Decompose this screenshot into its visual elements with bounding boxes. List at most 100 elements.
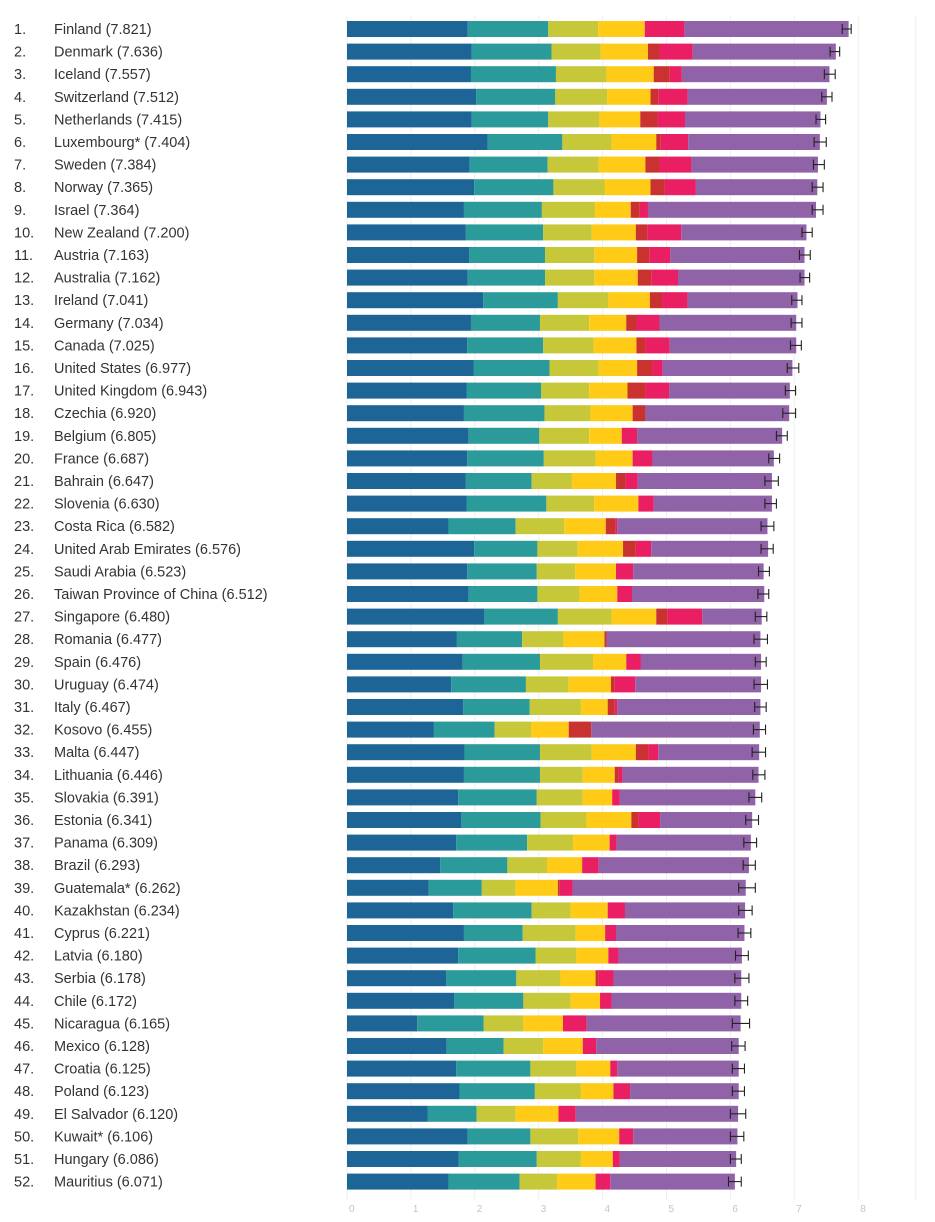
error-bar xyxy=(782,408,797,419)
bar-segment-7 xyxy=(617,1060,739,1077)
bar-segment-6 xyxy=(618,766,623,783)
rank-label: 4. xyxy=(14,90,26,106)
bar-segment-7 xyxy=(617,699,761,715)
bar-segment-3 xyxy=(476,1105,516,1122)
bar-segment-1 xyxy=(347,586,469,602)
bar-segment-2 xyxy=(458,1151,537,1167)
bar-segment-2 xyxy=(467,337,544,354)
bar-segment-4 xyxy=(586,812,632,828)
bar-segment-3 xyxy=(548,111,600,128)
bar-segment-2 xyxy=(454,992,524,1009)
country-label: Bahrain (6.647) xyxy=(54,474,154,490)
bar-segment-4 xyxy=(611,608,657,625)
country-label: Czechia (6.920) xyxy=(54,406,156,422)
bar-segment-3 xyxy=(503,1038,544,1054)
error-bar xyxy=(821,91,833,102)
bar-segment-6 xyxy=(664,179,696,196)
bar-segment-6 xyxy=(598,970,614,987)
bar-segment-5 xyxy=(595,970,599,987)
bar-segment-1 xyxy=(347,721,434,738)
error-bar xyxy=(768,453,781,464)
bar-segment-4 xyxy=(571,473,617,489)
bar-segment-4 xyxy=(515,1105,559,1122)
bar-segment-2 xyxy=(427,1105,477,1122)
bar-segment-2 xyxy=(471,43,552,60)
bar-segment-4 xyxy=(604,179,651,196)
bar-segment-6 xyxy=(659,156,692,173)
bar-segment-5 xyxy=(636,337,646,354)
error-bar xyxy=(754,611,768,622)
rank-label: 30. xyxy=(14,677,34,693)
bar-segment-7 xyxy=(660,812,753,828)
bar-segment-3 xyxy=(536,563,576,580)
error-bar xyxy=(734,973,750,984)
bar-segment-7 xyxy=(598,857,749,874)
country-label: Kuwait* (6.106) xyxy=(54,1129,153,1145)
error-bar xyxy=(737,928,752,938)
rank-label: 22. xyxy=(14,497,34,513)
bar-segment-3 xyxy=(543,450,596,467)
bar-segment-4 xyxy=(589,382,628,399)
bar-segment-4 xyxy=(591,224,636,241)
bar-segment-2 xyxy=(456,1060,531,1077)
bar-segment-4 xyxy=(560,970,596,987)
country-label: Belgium (6.805) xyxy=(54,429,156,445)
bar-segment-5 xyxy=(647,43,660,60)
bar-segment-1 xyxy=(347,857,441,874)
bar-segment-5 xyxy=(631,812,639,828)
error-bar xyxy=(760,543,774,554)
error-bar xyxy=(743,837,758,848)
error-bar xyxy=(753,679,769,690)
bar-segment-4 xyxy=(523,1015,563,1032)
bar-segment-1 xyxy=(347,925,464,941)
country-label: Spain (6.476) xyxy=(54,655,141,671)
error-bar xyxy=(734,950,749,961)
country-label: El Salvador (6.120) xyxy=(54,1107,178,1123)
bar-segment-6 xyxy=(658,88,688,105)
bar-segment-1 xyxy=(347,224,466,241)
error-bar xyxy=(811,182,824,193)
x-tick-label: 7 xyxy=(796,1204,802,1215)
x-tick-label: 4 xyxy=(605,1204,611,1215)
bar-segment-1 xyxy=(347,992,455,1009)
error-bar xyxy=(729,1154,742,1164)
bar-segment-6 xyxy=(639,201,648,218)
bar-segment-7 xyxy=(687,88,827,105)
bar-segment-1 xyxy=(347,1060,457,1077)
bar-segment-7 xyxy=(678,269,805,286)
error-bar xyxy=(829,46,841,57)
bar-segment-3 xyxy=(539,427,590,444)
bar-segment-1 xyxy=(347,653,463,670)
bar-segment-7 xyxy=(640,653,762,670)
rank-label: 41. xyxy=(14,926,34,942)
bar-segment-1 xyxy=(347,495,467,512)
bar-segment-6 xyxy=(608,947,619,964)
bar-segment-6 xyxy=(649,247,671,263)
bar-segment-6 xyxy=(660,134,689,150)
bar-segment-4 xyxy=(594,495,639,512)
bar-segment-7 xyxy=(637,473,772,489)
bar-segment-1 xyxy=(347,427,469,444)
bar-segment-3 xyxy=(546,495,595,512)
country-label: Panama (6.309) xyxy=(54,836,158,852)
bar-segment-5 xyxy=(637,360,653,376)
bar-segment-1 xyxy=(347,676,452,693)
bar-segment-3 xyxy=(543,224,592,241)
bar-segment-2 xyxy=(453,902,532,919)
rank-label: 32. xyxy=(14,723,34,739)
bar-segment-1 xyxy=(347,405,464,422)
country-label: Luxembourg* (7.404) xyxy=(54,135,190,151)
rank-label: 3. xyxy=(14,67,26,83)
country-label: Cyprus (6.221) xyxy=(54,926,150,942)
error-bar xyxy=(791,295,803,306)
bar-segment-3 xyxy=(516,970,561,987)
bar-segment-2 xyxy=(446,970,517,987)
country-label: Serbia (6.178) xyxy=(54,971,146,987)
bar-segment-6 xyxy=(632,450,653,467)
bar-segment-4 xyxy=(589,314,627,331)
bar-segment-7 xyxy=(633,1128,738,1145)
bar-segment-7 xyxy=(616,925,745,941)
bar-segment-1 xyxy=(347,518,449,535)
bar-segment-4 xyxy=(582,766,615,783)
bar-segment-4 xyxy=(608,292,650,309)
